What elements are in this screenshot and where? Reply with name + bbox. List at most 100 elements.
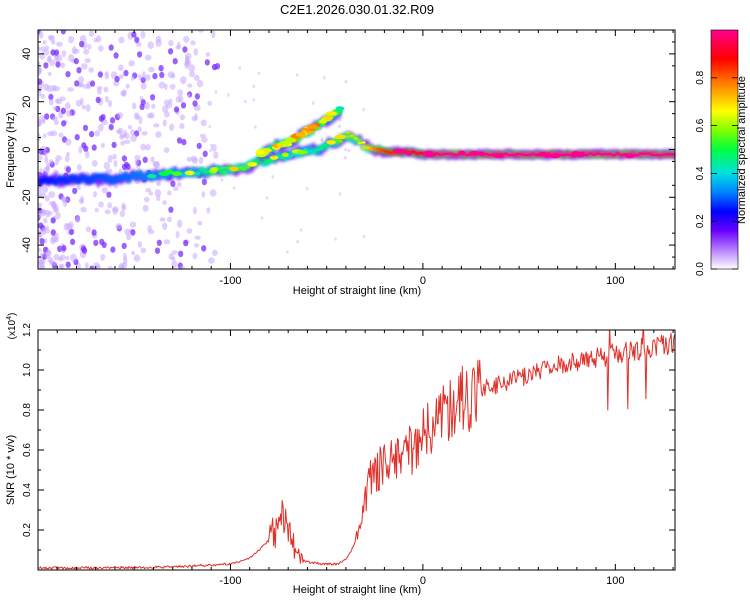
spectrogram-noise-blob	[199, 133, 206, 138]
spectrogram-noise-blob	[344, 79, 348, 84]
spectrogram-noise-blob	[180, 102, 187, 109]
spectrogram-noise-blob	[169, 123, 175, 131]
spectrogram-ridge-cell	[599, 153, 605, 156]
spectrogram-noise-blob	[129, 221, 137, 228]
spectrogram-noise-blob	[175, 231, 180, 239]
spectrogram-ridge-blob	[296, 150, 308, 155]
spectrogram-noise-blob	[214, 90, 218, 95]
spectrogram-noise-blob	[112, 206, 119, 213]
spectrogram-noise-blob	[118, 64, 124, 71]
spectrogram-noise-blob	[79, 35, 87, 43]
spectrogram-ridge-cell	[369, 148, 374, 151]
spectrogram-noise-blob	[58, 263, 65, 269]
spectrogram-ridge-cell	[311, 151, 316, 154]
spectrogram-noise-blob	[130, 76, 135, 81]
spectrogram-noise-blob	[39, 168, 43, 173]
spectrogram-noise-blob	[64, 155, 70, 163]
spectrogram-ridge-cell	[611, 154, 616, 157]
spectrogram-noise-blob	[71, 46, 77, 55]
spectrogram-noise-blob	[190, 155, 197, 162]
spectrogram-noise-blob	[81, 63, 88, 70]
spectrogram-noise-blob	[197, 30, 204, 33]
spectrogram-noise-blob	[196, 142, 202, 150]
spectrogram-noise-blob	[39, 238, 45, 245]
spectrogram-noise-blob	[101, 187, 108, 194]
spectrogram-ridge-cell	[45, 178, 51, 183]
spectrogram-y-tick-label: -20	[21, 189, 33, 205]
spectrogram-noise-blob	[179, 114, 185, 121]
colorbar-tick-label: 0.6	[695, 118, 706, 132]
spectrogram-ridge-cell	[238, 166, 243, 169]
spectrogram-ridge-cell	[145, 171, 151, 176]
spectrogram-noise-blob	[78, 76, 84, 84]
spectrogram-ridge-blob	[269, 155, 279, 160]
spectrogram-noise-blob	[173, 106, 180, 113]
spectrogram-noise-blob	[178, 250, 184, 257]
spectrogram-noise-blob	[50, 229, 56, 236]
spectrogram-noise-blob	[130, 129, 135, 136]
spectrogram-ridge-cell	[195, 172, 201, 175]
spectrogram-noise-blob	[125, 83, 130, 89]
spectrogram-noise-blob	[53, 237, 59, 243]
spectrogram-noise-blob	[78, 146, 83, 154]
spectrogram-noise-blob	[85, 104, 91, 112]
spectrogram-noise-blob	[49, 35, 55, 42]
spectrogram-noise-blob	[38, 31, 44, 39]
spectrogram-noise-blob	[93, 239, 99, 247]
spectrogram-noise-blob	[61, 245, 67, 252]
spectrogram-noise-blob	[179, 123, 185, 129]
spectrogram-noise-blob	[113, 160, 118, 167]
spectrogram-ridge-cell	[488, 153, 493, 157]
spectrogram-ridge-cell	[349, 136, 355, 143]
spectrogram-noise-blob	[47, 256, 53, 263]
spectrogram-noise-blob	[47, 211, 53, 216]
spectrogram-noise-blob	[131, 250, 136, 256]
spectrogram-y-label: Frequency (Hz)	[5, 112, 17, 188]
snr-y-tick-label: 1.2	[22, 323, 33, 337]
spectrogram-branch-blob	[325, 111, 338, 116]
spectrogram-ridge-cell	[345, 134, 351, 139]
spectrogram-noise-blob	[169, 83, 176, 90]
spectrogram-noise-blob	[81, 245, 87, 252]
spectrogram-noise-blob	[190, 40, 196, 46]
colorbar-gradient	[710, 29, 739, 270]
spectrogram-noise-blob	[38, 119, 42, 127]
spectrogram-noise-blob	[44, 113, 50, 120]
spectrogram-noise-blob	[299, 228, 303, 232]
spectrogram-ridge-cell	[222, 166, 228, 169]
spectrogram-ridge-cell	[303, 148, 308, 151]
spectrogram-noise-blob	[113, 52, 119, 59]
spectrogram-ridge-cell	[165, 174, 170, 179]
snr-marks	[38, 330, 675, 570]
spectrogram-noise-blob	[185, 55, 190, 62]
spectrogram-noise-blob	[64, 102, 71, 110]
spectrogram-noise-blob	[45, 45, 49, 51]
spectrogram-ridge-cell	[415, 152, 420, 155]
spectrogram-noise-blob	[119, 210, 125, 218]
spectrogram-noise-blob	[76, 185, 81, 191]
spectrogram-noise-blob	[286, 250, 289, 254]
spectrogram-ridge-blob	[158, 171, 170, 176]
spectrogram-noise-blob	[123, 69, 129, 77]
spectrogram-noise-blob	[147, 41, 155, 49]
spectrogram-noise-blob	[206, 207, 211, 214]
spectrogram-noise-blob	[121, 242, 127, 250]
spectrogram-ridge-cell	[149, 170, 154, 175]
spectrogram-ridge-cell	[511, 154, 516, 157]
spectrogram-noise-blob	[52, 106, 57, 111]
spectrogram-noise-blob	[43, 133, 47, 138]
spectrogram-noise-blob	[175, 96, 181, 103]
spectrogram-noise-blob	[296, 239, 299, 244]
spectrogram-noise-blob	[155, 39, 162, 47]
spectrogram-noise-blob	[187, 94, 191, 98]
spectrogram-ridge-cell	[638, 152, 643, 155]
spectrogram-noise-blob	[168, 48, 174, 55]
spectrogram-noise-blob	[72, 187, 78, 195]
spectrogram-noise-blob	[154, 247, 161, 254]
spectrogram-ridge-cell	[565, 153, 570, 156]
spectrogram-ridge-blob	[469, 150, 480, 156]
colorbar-tick-label: 0.2	[695, 214, 706, 228]
spectrogram-noise-blob	[163, 239, 171, 245]
spectrogram-ridge-cell	[57, 175, 62, 180]
spectrogram-noise-blob	[70, 253, 77, 262]
